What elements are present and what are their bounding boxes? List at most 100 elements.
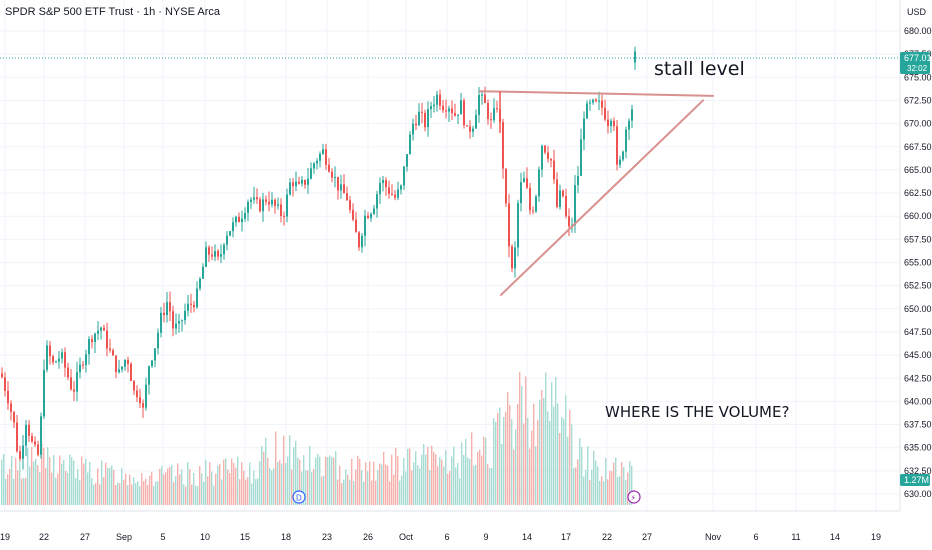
candle-body[interactable] bbox=[538, 169, 540, 197]
candle-body[interactable] bbox=[34, 441, 36, 445]
candle-body[interactable] bbox=[256, 197, 258, 200]
candle-body[interactable] bbox=[232, 222, 234, 232]
candle-body[interactable] bbox=[385, 180, 387, 188]
candle-body[interactable] bbox=[583, 118, 585, 140]
candle-body[interactable] bbox=[142, 403, 144, 408]
candle-body[interactable] bbox=[349, 200, 351, 210]
candle-body[interactable] bbox=[127, 359, 129, 364]
candle-body[interactable] bbox=[514, 247, 516, 269]
candle-body[interactable] bbox=[148, 366, 150, 385]
candle-body[interactable] bbox=[220, 254, 222, 257]
candle-body[interactable] bbox=[46, 345, 48, 370]
candle-body[interactable] bbox=[271, 199, 273, 205]
candle-body[interactable] bbox=[88, 339, 90, 355]
candle-body[interactable] bbox=[523, 178, 525, 183]
candle-body[interactable] bbox=[4, 377, 6, 391]
candle-body[interactable] bbox=[130, 363, 132, 381]
candle-body[interactable] bbox=[211, 254, 213, 257]
candle-body[interactable] bbox=[496, 108, 498, 110]
candle-body[interactable] bbox=[250, 199, 252, 203]
candle-body[interactable] bbox=[133, 380, 135, 391]
candle-body[interactable] bbox=[487, 102, 489, 120]
candle-body[interactable] bbox=[178, 320, 180, 324]
candle-body[interactable] bbox=[451, 108, 453, 114]
candle-body[interactable] bbox=[187, 303, 189, 311]
candle-body[interactable] bbox=[388, 187, 390, 194]
candle-body[interactable] bbox=[448, 108, 450, 112]
candle-body[interactable] bbox=[55, 361, 57, 363]
candle-body[interactable] bbox=[481, 94, 483, 96]
candle-body[interactable] bbox=[613, 120, 615, 127]
candle-body[interactable] bbox=[184, 310, 186, 321]
candle-body[interactable] bbox=[625, 129, 627, 152]
candle-body[interactable] bbox=[631, 109, 633, 121]
candle-body[interactable] bbox=[106, 330, 108, 349]
candle-body[interactable] bbox=[409, 134, 411, 155]
candles[interactable] bbox=[1, 46, 636, 470]
candle-body[interactable] bbox=[379, 183, 381, 195]
candle-body[interactable] bbox=[13, 411, 15, 423]
candle-body[interactable] bbox=[391, 193, 393, 195]
candle-body[interactable] bbox=[244, 213, 246, 219]
candle-body[interactable] bbox=[262, 199, 264, 212]
candle-body[interactable] bbox=[367, 215, 369, 219]
candle-body[interactable] bbox=[307, 178, 309, 185]
candle-body[interactable] bbox=[370, 213, 372, 219]
candle-body[interactable] bbox=[544, 145, 546, 153]
candle-body[interactable] bbox=[157, 332, 159, 349]
candle-body[interactable] bbox=[493, 108, 495, 121]
candle-body[interactable] bbox=[454, 113, 456, 116]
candle-body[interactable] bbox=[532, 210, 534, 212]
candle-body[interactable] bbox=[406, 154, 408, 167]
candle-body[interactable] bbox=[382, 180, 384, 184]
candle-body[interactable] bbox=[400, 185, 402, 190]
candle-body[interactable] bbox=[40, 416, 42, 455]
candle-body[interactable] bbox=[19, 451, 21, 459]
candle-body[interactable] bbox=[529, 187, 531, 211]
candle-body[interactable] bbox=[223, 244, 225, 255]
candle-body[interactable] bbox=[286, 194, 288, 217]
candle-body[interactable] bbox=[355, 219, 357, 233]
candle-body[interactable] bbox=[118, 369, 120, 373]
candle-body[interactable] bbox=[7, 390, 9, 404]
trendlines[interactable] bbox=[479, 90, 714, 296]
trendline-resistance[interactable] bbox=[479, 90, 714, 97]
candle-body[interactable] bbox=[160, 312, 162, 333]
candle-body[interactable] bbox=[541, 145, 543, 170]
candle-body[interactable] bbox=[421, 111, 423, 113]
candle-body[interactable] bbox=[439, 94, 441, 106]
candle-body[interactable] bbox=[265, 199, 267, 202]
candle-body[interactable] bbox=[472, 128, 474, 132]
candle-body[interactable] bbox=[313, 163, 315, 169]
candle-body[interactable] bbox=[124, 359, 126, 367]
candle-body[interactable] bbox=[415, 123, 417, 126]
candle-body[interactable] bbox=[181, 320, 183, 322]
candle-body[interactable] bbox=[568, 216, 570, 227]
candle-body[interactable] bbox=[526, 178, 528, 188]
candle-body[interactable] bbox=[328, 164, 330, 172]
candle-body[interactable] bbox=[229, 231, 231, 236]
candle-body[interactable] bbox=[376, 194, 378, 209]
candle-body[interactable] bbox=[301, 179, 303, 184]
candle-body[interactable] bbox=[484, 94, 486, 103]
candle-body[interactable] bbox=[268, 201, 270, 205]
candle-body[interactable] bbox=[70, 377, 72, 390]
candle-body[interactable] bbox=[325, 149, 327, 165]
candle-body[interactable] bbox=[469, 126, 471, 132]
candle-body[interactable] bbox=[280, 204, 282, 217]
candle-body[interactable] bbox=[460, 100, 462, 115]
candle-body[interactable] bbox=[217, 251, 219, 257]
candle-body[interactable] bbox=[403, 166, 405, 186]
earnings-marker[interactable]: ⚡ bbox=[627, 490, 641, 504]
candle-body[interactable] bbox=[418, 111, 420, 126]
candle-body[interactable] bbox=[319, 153, 321, 161]
candle-body[interactable] bbox=[277, 204, 279, 206]
candle-body[interactable] bbox=[508, 203, 510, 247]
candle-body[interactable] bbox=[166, 302, 168, 316]
candle-body[interactable] bbox=[31, 435, 33, 442]
candle-body[interactable] bbox=[337, 176, 339, 191]
candle-body[interactable] bbox=[274, 199, 276, 206]
candle-body[interactable] bbox=[601, 100, 603, 108]
trendline-rising-support[interactable] bbox=[500, 99, 704, 296]
candle-body[interactable] bbox=[334, 176, 336, 178]
